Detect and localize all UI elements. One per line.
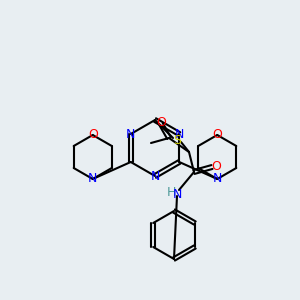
- Text: O: O: [156, 116, 166, 128]
- Text: N: N: [88, 172, 98, 185]
- Text: O: O: [212, 128, 222, 142]
- Text: O: O: [211, 160, 221, 173]
- Text: N: N: [213, 172, 222, 185]
- Text: N: N: [126, 128, 135, 140]
- Text: H: H: [166, 185, 176, 199]
- Text: N: N: [150, 169, 160, 182]
- Text: N: N: [172, 188, 182, 200]
- Text: O: O: [88, 128, 98, 142]
- Text: N: N: [175, 128, 184, 140]
- Text: S: S: [173, 134, 181, 146]
